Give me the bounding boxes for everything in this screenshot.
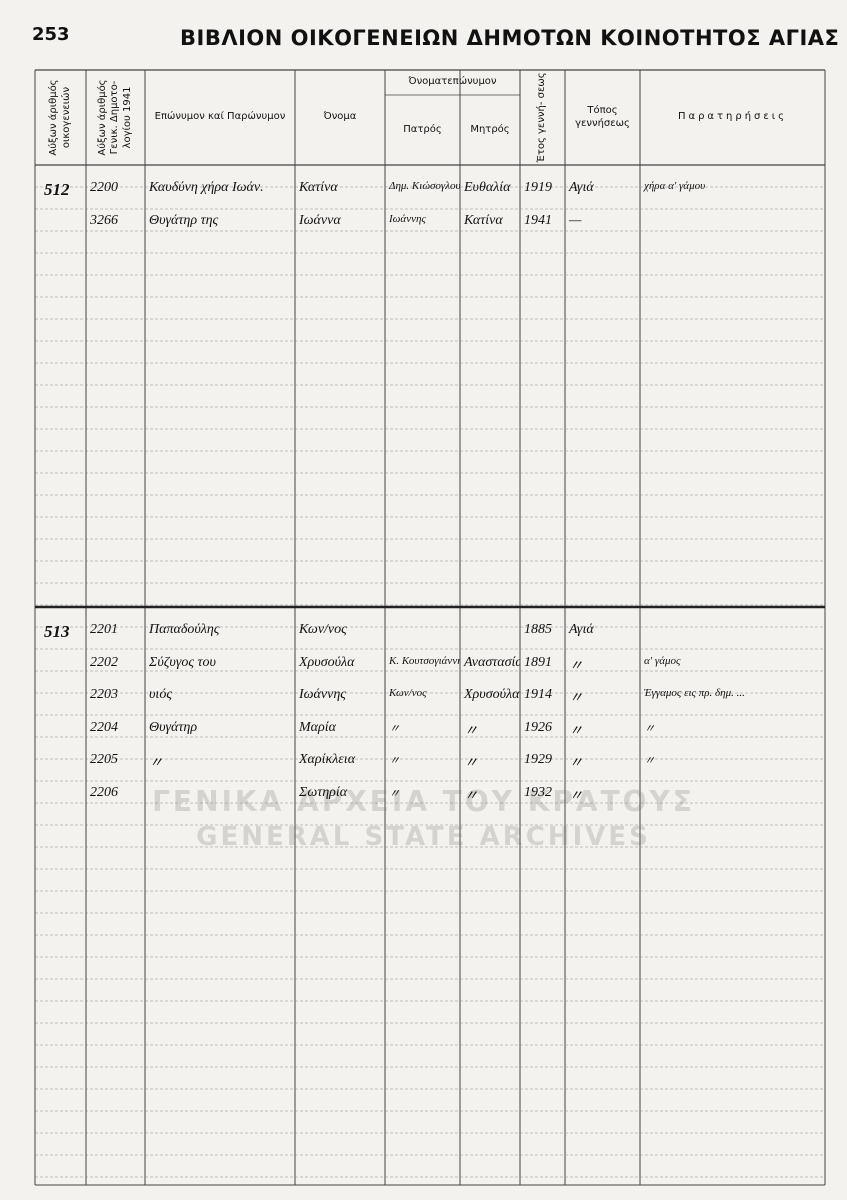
- cell-birth-place: —: [569, 213, 582, 228]
- column-header: Αύξων άριθμός οικογενειών: [48, 79, 72, 156]
- cell-father: Ιωάννης: [389, 213, 426, 225]
- cell-father: 〃: [389, 787, 400, 800]
- column-header: Αύξων άριθμός Γενικ. Δημοτο- λογίου 1941: [96, 79, 133, 156]
- cell-birth-year: 1932: [524, 784, 552, 800]
- cell-name: Μαρία: [299, 719, 336, 735]
- cell-name: Χαρίκλεια: [299, 752, 356, 767]
- cell-birth-year: 1914: [524, 687, 552, 702]
- cell-birth-place: Αγιά: [569, 180, 594, 195]
- column-header: Πατρός: [403, 123, 442, 135]
- cell-father: Δημ. Κιώσογλου: [389, 180, 460, 192]
- page-title: ΒΙΒΛΙΟΝ ΟΙΚΟΓΕΝΕΙΩΝ ΔΗΜΟΤΩΝ ΚΟΙΝΟΤΗΤΟΣ Α…: [180, 26, 840, 50]
- cell-birth-year: 1926: [524, 719, 552, 735]
- column-header: Επώνυμον καί Παρώνυμον: [154, 111, 286, 123]
- cell-surname: Θυγάτηρ της: [149, 213, 219, 228]
- cell-mother: 〃: [464, 788, 478, 804]
- cell-remarks: 〃: [644, 722, 655, 735]
- cell-surname: Παπαδούλης: [149, 622, 220, 637]
- cell-surname: 〃: [149, 756, 163, 771]
- cell-mother: Κατίνα: [464, 213, 503, 228]
- cell-name: Σωτηρία: [299, 784, 348, 800]
- cell-birth-place: 〃: [569, 691, 583, 706]
- cell-register-no: 2204: [90, 719, 118, 735]
- cell-name: Ιωάννα: [299, 213, 341, 228]
- cell-birth-place: 〃: [569, 723, 583, 739]
- cell-register-no: 2203: [90, 687, 118, 702]
- cell-register-no: 2206: [90, 784, 118, 800]
- cell-remarks: α' γάμος: [644, 654, 681, 667]
- cell-father: 〃: [389, 722, 400, 735]
- cell-mother: 〃: [464, 723, 478, 739]
- cell-birth-year: 1929: [524, 752, 552, 767]
- cell-register-no: 2202: [90, 654, 118, 670]
- cell-father: Κ. Κουτσογιάννης: [389, 654, 460, 667]
- cell-surname: Καυδύνη χήρα Ιωάν.: [149, 180, 264, 195]
- cell-birth-year: 1941: [524, 213, 552, 228]
- cell-birth-year: 1919: [524, 180, 552, 195]
- watermark-english: GENERAL STATE ARCHIVES: [196, 822, 651, 852]
- cell-remarks: Έγγαμος εις πρ. δημ. ...: [644, 687, 745, 699]
- cell-register-no: 3266: [90, 213, 118, 228]
- page-number: 253: [32, 24, 70, 45]
- family-number: 512: [44, 180, 70, 199]
- cell-birth-place: 〃: [569, 658, 583, 674]
- cell-surname: Θυγάτηρ: [149, 719, 198, 735]
- watermark-greek: ΓΕΝΙΚΑ ΑΡΧΕΙΑ ΤΟΥ ΚΡΑΤΟΥΣ: [152, 785, 695, 818]
- cell-surname: υιός: [149, 687, 172, 702]
- cell-remarks: 〃: [644, 755, 655, 767]
- cell-name: Χρυσούλα: [299, 654, 355, 670]
- cell-remarks: χήρα α' γάμου: [644, 180, 706, 192]
- cell-surname: Σύζυγος του: [149, 654, 216, 670]
- cell-register-no: 2205: [90, 752, 118, 767]
- cell-register-no: 2201: [90, 622, 118, 637]
- column-header: Μητρός: [470, 123, 510, 135]
- cell-mother: Αναστασία: [464, 654, 520, 670]
- cell-father: Κων/νος: [389, 687, 427, 699]
- cell-birth-year: 1891: [524, 654, 552, 670]
- cell-register-no: 2200: [90, 180, 118, 195]
- cell-birth-year: 1885: [524, 622, 552, 637]
- column-header: Όνομα: [323, 111, 357, 123]
- family-number: 513: [44, 622, 70, 641]
- cell-mother: Ευθαλία: [464, 180, 511, 195]
- cell-birth-place: 〃: [569, 788, 583, 804]
- cell-mother: 〃: [464, 756, 478, 771]
- column-header: Τόπος γεννήσεως: [575, 105, 630, 129]
- cell-name: Ιωάννης: [299, 687, 346, 702]
- column-header: Παρατηρήσεις: [677, 111, 788, 123]
- cell-father: 〃: [389, 755, 400, 767]
- cell-name: Κατίνα: [299, 180, 338, 195]
- column-group-header: Όνοματεπώνυμον: [408, 76, 497, 88]
- cell-name: Κων/νος: [299, 622, 347, 637]
- cell-birth-place: Αγιά: [569, 622, 594, 637]
- cell-mother: Χρυσούλα: [464, 687, 520, 702]
- column-header: Έτος γεννή- σεως: [536, 72, 548, 163]
- cell-birth-place: 〃: [569, 756, 583, 771]
